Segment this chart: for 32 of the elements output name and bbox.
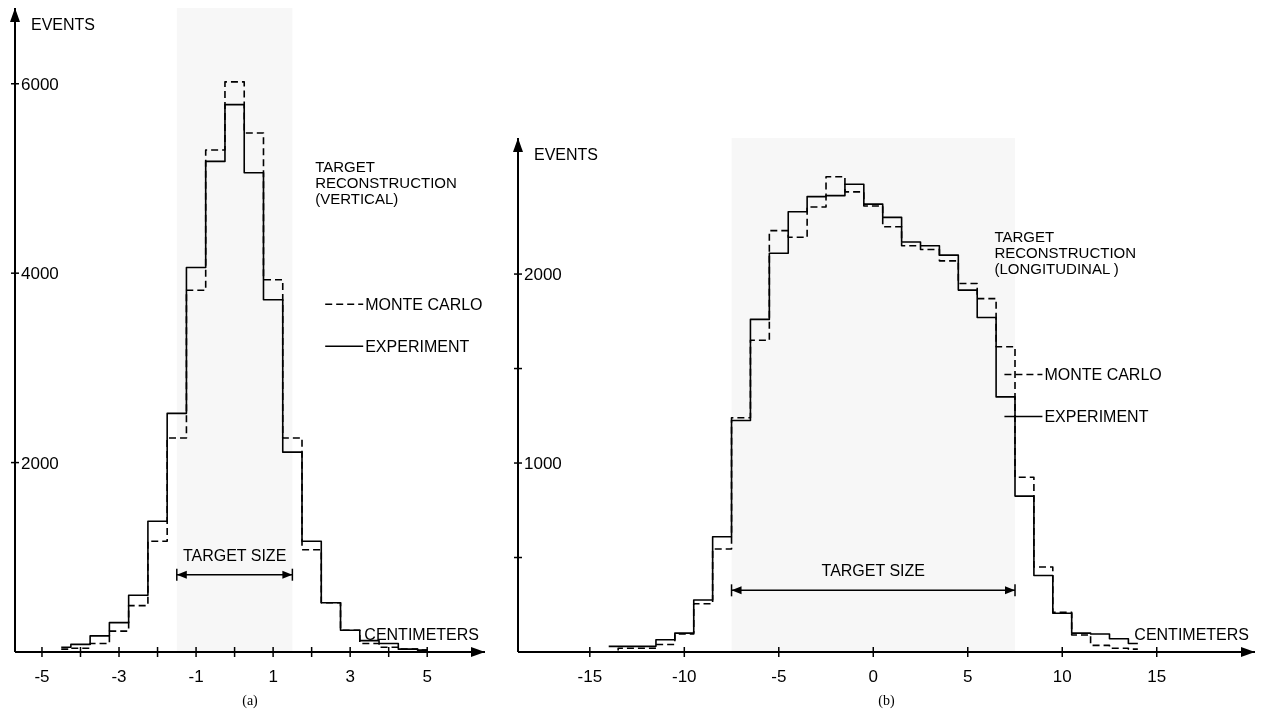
y-tick-label: 2000	[524, 265, 562, 285]
x-tick-label: -15	[577, 667, 603, 686]
y-axis-title: EVENTS	[534, 146, 599, 163]
x-tick-label: 1	[268, 667, 278, 686]
annotation: TARGET RECONSTRUCTION (VERTICAL)	[315, 158, 457, 208]
x-tick-label: 10	[1052, 667, 1072, 686]
band-label: TARGET SIZE	[182, 546, 287, 564]
band-label: TARGET SIZE	[821, 562, 925, 580]
x-tick-label: -5	[771, 667, 787, 686]
x-tick-label: -10	[672, 667, 697, 686]
x-tick-label: 15	[1147, 667, 1167, 686]
y-tick-label: 1000	[524, 454, 562, 474]
x-axis-title: CENTIMETERS	[364, 626, 479, 643]
x-tick-label: 3	[345, 667, 355, 686]
y-axis-title: EVENTS	[31, 16, 96, 33]
text: (a)	[242, 693, 259, 709]
legend-label: MONTE CARLO	[365, 296, 483, 314]
x-tick-label: -3	[111, 667, 127, 686]
x-axis-title: CENTIMETERS	[1134, 626, 1249, 643]
x-tick-label: -1	[188, 667, 204, 686]
y-tick-label: 4000	[21, 264, 59, 284]
y-tick-label: 6000	[21, 74, 59, 94]
x-tick-label: 5	[422, 667, 432, 686]
x-tick-label: 0	[868, 667, 879, 686]
legend-label: MONTE CARLO	[1044, 366, 1162, 384]
text: (b)	[878, 693, 895, 709]
y-tick-label: 2000	[21, 453, 59, 473]
x-tick-label: -5	[34, 667, 50, 686]
x-tick-label: 5	[963, 667, 973, 686]
annotation: TARGET RECONSTRUCTION (LONGITUDINAL )	[994, 228, 1137, 278]
legend-label: EXPERIMENT	[1044, 408, 1149, 426]
legend-label: EXPERIMENT	[365, 338, 470, 356]
